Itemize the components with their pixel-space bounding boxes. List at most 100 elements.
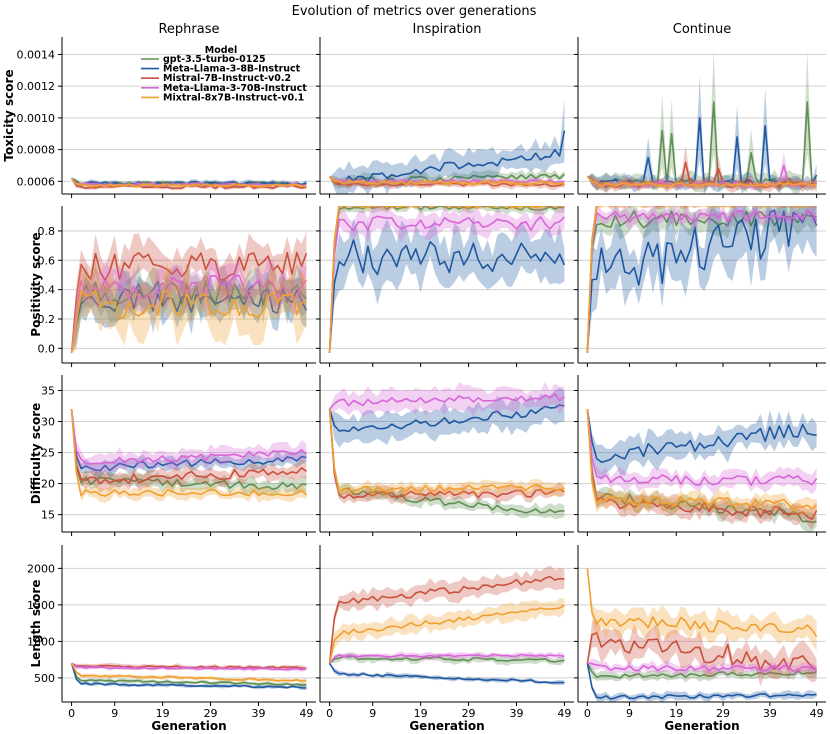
- column-title: Inspiration: [413, 22, 482, 37]
- confidence-band: [587, 176, 817, 190]
- confidence-band: [587, 206, 817, 353]
- series-line: [328, 215, 565, 353]
- x-tick-label: 9: [111, 707, 118, 720]
- series-line: [70, 409, 307, 465]
- series-line: [586, 409, 818, 511]
- x-tick-label: 29: [204, 707, 218, 720]
- series-line: [586, 663, 817, 700]
- x-tick-label: 19: [414, 707, 428, 720]
- series-line: [70, 409, 307, 497]
- y-tick-label: 30: [41, 416, 55, 429]
- legend-label: Meta-Llama-3-70B-Instruct: [163, 83, 307, 94]
- x-tick-label: 39: [251, 707, 265, 720]
- legend-title: Model: [205, 45, 237, 56]
- confidence-band: [71, 258, 307, 353]
- confidence-band: [329, 98, 565, 194]
- panel-continue-positivity-score: [574, 206, 826, 367]
- confidence-band: [587, 663, 817, 702]
- series-line: [70, 287, 308, 353]
- x-axis-label: Generation: [409, 719, 484, 733]
- confidence-band: [71, 409, 307, 497]
- series-line: [70, 251, 308, 353]
- confidence-band: [329, 388, 565, 448]
- series-line: [328, 662, 565, 684]
- confidence-band: [71, 231, 307, 353]
- x-tick-label: 49: [299, 707, 313, 720]
- legend: Modelgpt-3.5-turbo-0125Meta-Llama-3-8B-I…: [141, 45, 307, 103]
- x-tick-label: 19: [669, 707, 683, 720]
- y-tick-label: 20: [41, 478, 55, 491]
- panel-inspiration-toxicity-score: Inspiration: [316, 22, 574, 198]
- y-axis-label: Positivity score: [29, 232, 43, 336]
- confidence-band: [329, 409, 565, 499]
- confidence-band: [587, 75, 817, 194]
- series-line: [586, 210, 817, 353]
- series-line: [70, 409, 307, 472]
- series-line: [328, 604, 565, 664]
- x-tick-label: 39: [763, 707, 777, 720]
- confidence-band: [71, 409, 307, 474]
- series-line: [329, 176, 565, 186]
- confidence-band: [71, 263, 307, 353]
- confidence-band: [329, 663, 565, 686]
- confidence-band: [329, 215, 565, 353]
- series-line: [328, 206, 564, 353]
- series-line: [586, 209, 818, 353]
- confidence-band: [71, 270, 307, 353]
- y-tick-label: 0.0012: [17, 80, 56, 93]
- confidence-band: [587, 568, 817, 652]
- y-tick-label: 2000: [27, 562, 55, 575]
- series-line: [70, 663, 307, 686]
- confidence-band: [587, 145, 817, 193]
- confidence-band: [587, 409, 817, 518]
- series-line: [586, 662, 817, 679]
- x-tick-label: 0: [584, 707, 591, 720]
- series-line: [70, 662, 307, 682]
- series-line: [586, 409, 818, 520]
- y-tick-label: 0.6: [38, 254, 56, 267]
- x-tick-label: 29: [716, 707, 730, 720]
- series-line: [328, 575, 565, 664]
- x-tick-label: 9: [369, 707, 376, 720]
- y-axis-label: Length score: [29, 580, 43, 668]
- x-tick-label: 19: [156, 707, 170, 720]
- y-tick-label: 0.0010: [17, 112, 56, 125]
- series-line: [70, 274, 308, 353]
- confidence-band: [587, 663, 817, 683]
- series-line: [586, 176, 817, 187]
- column-title: Rephrase: [158, 22, 219, 37]
- legend-label: Mixtral-8x7B-Instruct-v0.1: [163, 92, 304, 103]
- y-tick-label: 0.0: [38, 342, 56, 355]
- confidence-band: [329, 565, 565, 664]
- x-tick-label: 0: [68, 707, 75, 720]
- series-line: [328, 393, 565, 410]
- confidence-band: [587, 206, 817, 353]
- panel-inspiration-difficulty-score: [316, 375, 574, 536]
- confidence-band: [71, 663, 307, 691]
- series-line: [70, 663, 307, 689]
- series-line: [328, 409, 565, 499]
- panel-continue-length-score: 0 9 19 29 39 49 Generation: [574, 545, 826, 733]
- y-axis-label: Difficulty score: [29, 403, 43, 505]
- x-tick-label: 9: [626, 707, 633, 720]
- confidence-band: [329, 409, 565, 505]
- x-axis-label: Generation: [664, 719, 739, 733]
- series-line: [71, 177, 307, 186]
- series-line: [328, 409, 565, 494]
- panel-rephrase-toxicity-score: 0.0006 0.0008 0.0010 0.0012 0.0014 Rephrase: [17, 22, 316, 198]
- figure-title: Evolution of metrics over generations: [292, 4, 537, 19]
- panel-inspiration-positivity-score: [316, 206, 574, 367]
- x-tick-label: 29: [462, 707, 476, 720]
- x-tick-label: 39: [509, 707, 523, 720]
- y-tick-label: 1000: [27, 635, 55, 648]
- series-line: [586, 209, 818, 353]
- y-tick-label: 15: [41, 509, 55, 522]
- y-tick-label: 0.8: [38, 225, 56, 238]
- series-line: [328, 653, 565, 664]
- series-line: [586, 568, 818, 637]
- y-tick-label: 0.0014: [17, 48, 56, 61]
- panel-rephrase-positivity-score: 0.0 0.2 0.4 0.6 0.8: [38, 206, 316, 367]
- x-tick-label: 0: [326, 707, 333, 720]
- panel-inspiration-length-score: 0 9 19 29 39 49 Generation: [316, 545, 574, 733]
- confidence-band: [329, 169, 565, 190]
